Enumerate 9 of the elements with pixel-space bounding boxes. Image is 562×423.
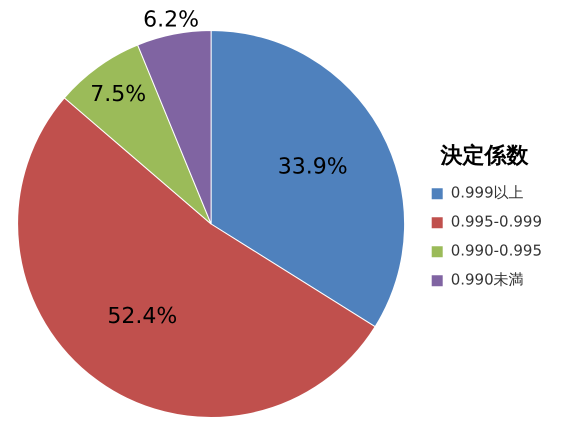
legend-label: 0.990-0.995 [450,242,542,260]
legend-label: 0.990未満 [450,270,524,289]
data-label: 6.2% [143,8,199,33]
legend-title: 決定係数 [440,142,530,169]
data-label: 33.9% [278,154,348,180]
legend-label: 0.995-0.999 [450,212,542,231]
data-label: 52.4% [107,304,178,330]
data-label: 7.5% [90,82,146,108]
legend-label: 0.999以上 [450,184,524,202]
